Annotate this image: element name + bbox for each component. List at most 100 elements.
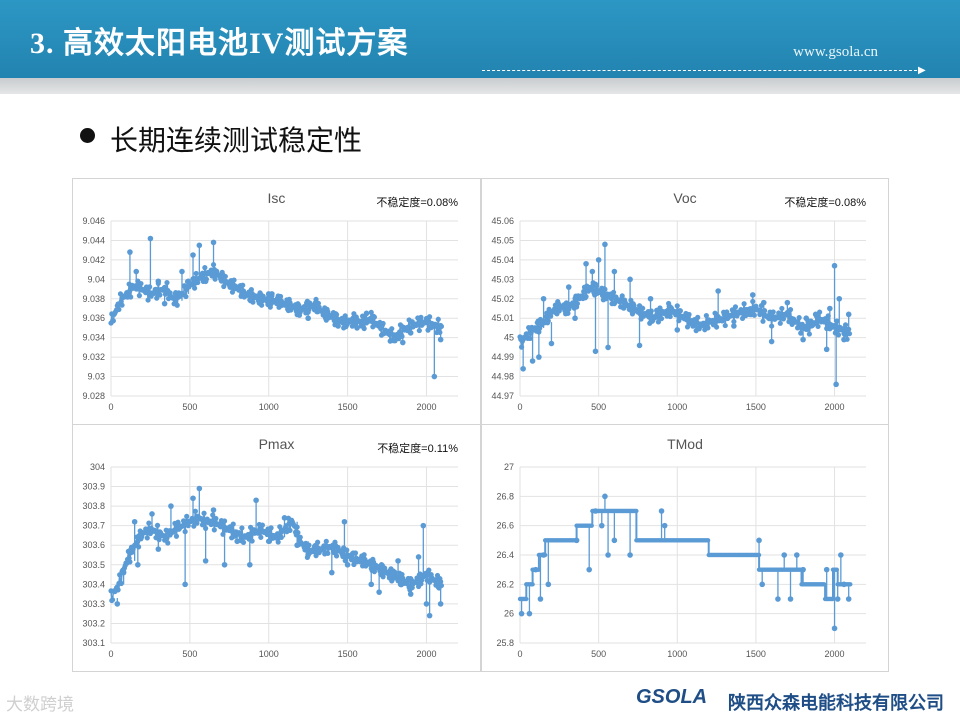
data-point [329,569,335,576]
data-point [658,508,665,514]
data-point [239,525,245,531]
data-point [221,283,227,290]
data-point [431,373,438,380]
data-point [109,597,116,603]
data-point [323,538,329,544]
data-point [313,546,319,552]
x-tick-label: 0 [517,402,522,412]
data-point [325,550,331,556]
data-point [777,320,783,326]
y-tick-label: 303.6 [82,540,105,550]
instability-annotation: 不稳定度=0.08% [376,195,458,209]
data-point [423,601,430,607]
data-point [721,311,728,318]
y-tick-label: 44.97 [491,391,514,401]
data-point [760,318,766,324]
data-point [770,309,776,315]
y-tick-label: 45.03 [491,274,514,284]
x-tick-label: 1000 [667,649,687,659]
data-point [427,314,433,320]
data-point [823,346,830,353]
data-point [192,508,198,514]
data-point [133,268,140,275]
chart-title: Voc [673,190,696,206]
y-tick-label: 45.06 [491,216,514,226]
data-point [155,278,162,285]
data-point [127,550,133,556]
data-point [798,330,804,336]
data-point [690,323,696,329]
data-point [572,315,578,322]
data-point [341,518,348,525]
data-point [155,546,162,552]
chart-voc: Voc 不稳定度=0.08% 44.97 44.98 44.99 45 45.01 45.02… [481,178,889,425]
x-tick-label: 1000 [259,649,279,659]
data-point [168,503,174,509]
data-point [787,596,794,602]
data-point [368,309,374,316]
data-point [841,581,847,588]
data-point [417,317,423,323]
data-point [236,530,243,536]
data-point [759,581,765,588]
data-point [165,540,171,546]
data-point [712,310,718,316]
y-tick-label: 45.02 [491,294,514,304]
x-tick-label: 0 [108,649,113,659]
header-divider [482,70,922,71]
data-point [247,561,253,568]
x-tick-label: 2000 [416,649,436,659]
data-point [715,288,721,294]
data-point [592,348,599,355]
data-point [131,518,138,525]
data-point [784,299,791,306]
data-point [340,320,346,326]
data-point [619,293,625,299]
data-point [705,325,711,331]
data-point [545,581,552,588]
data-point [359,318,365,324]
data-point [812,311,819,318]
data-point [780,316,787,322]
data-point [830,596,835,602]
y-tick-label: 45.05 [491,235,514,245]
data-point [228,281,234,287]
data-point [529,358,536,364]
website-url[interactable]: www.gsola.cn [793,44,878,60]
data-point [145,297,151,303]
data-point [258,534,264,540]
x-tick-label: 1000 [667,402,687,412]
data-point [674,303,680,309]
data-point [144,535,150,541]
data-point [210,507,217,513]
data-point [426,567,432,573]
data-point [438,323,445,330]
data-point [526,610,533,617]
data-point [281,515,288,521]
section-heading: 长期连续测试稳定性 [110,125,363,156]
chart-title: Isc [268,190,286,206]
data-point [331,317,337,324]
data-point [342,558,348,564]
data-point [287,527,293,534]
data-point [211,527,217,533]
data-point [800,336,806,343]
data-point [221,518,228,524]
data-point [138,280,144,287]
x-tick-label: 0 [108,402,113,412]
data-point [128,294,134,300]
data-point [841,336,847,343]
data-point [815,323,821,330]
data-point [147,235,154,242]
data-point [371,314,378,320]
data-point [658,315,665,322]
y-tick-label: 303.9 [82,482,105,492]
data-point [803,315,810,322]
data-point [627,552,633,558]
data-point [399,339,406,346]
data-point [416,327,422,334]
data-point [749,292,756,298]
y-tick-label: 9.034 [82,333,105,343]
data-point [548,340,555,347]
series-line [110,511,443,603]
